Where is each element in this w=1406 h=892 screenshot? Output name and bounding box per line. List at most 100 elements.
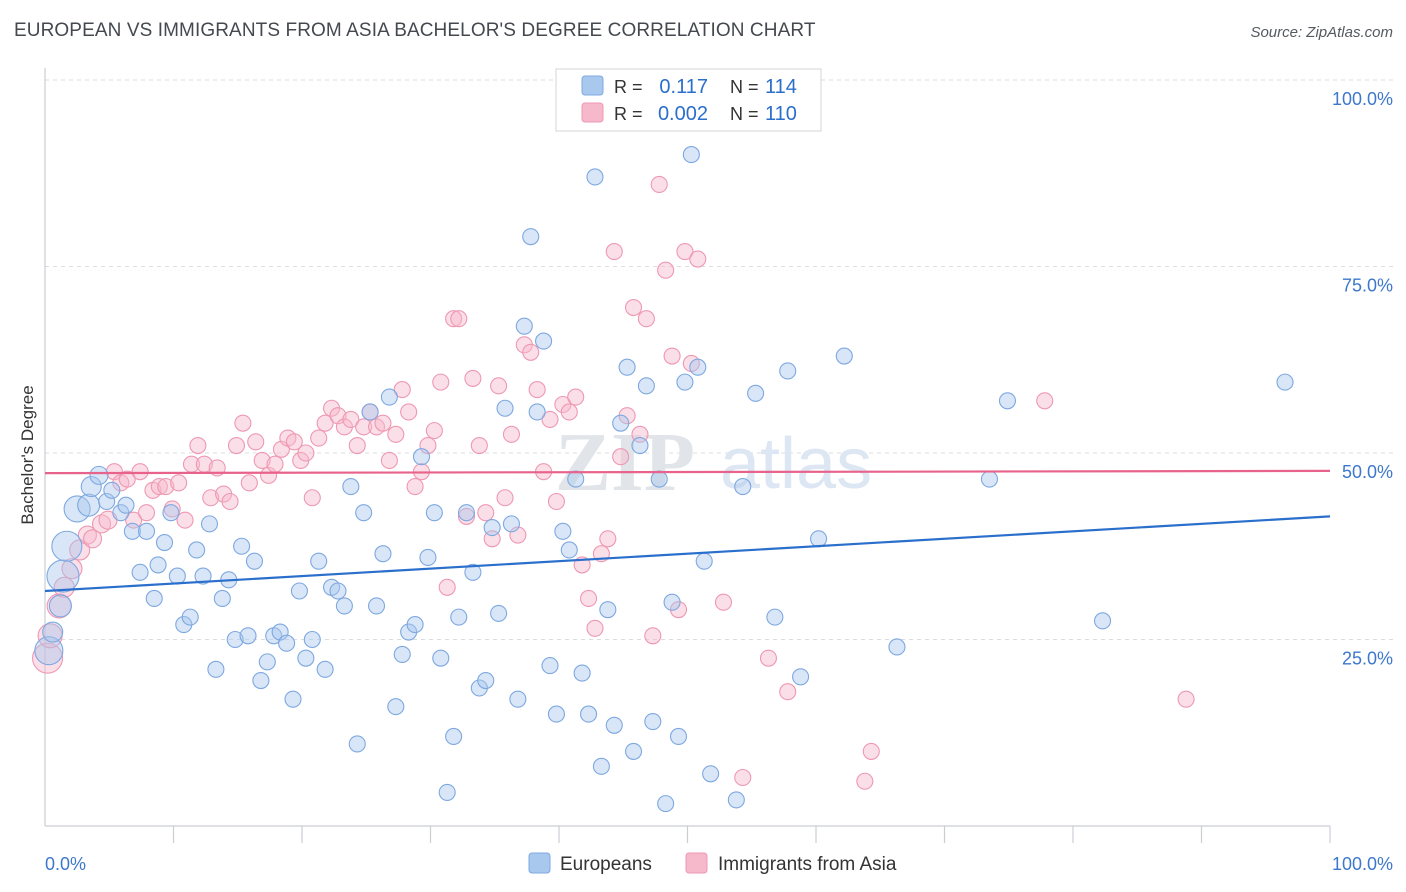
data-point <box>522 228 540 246</box>
stats-legend: R = 0.117 N = 114 R = 0.002 N = 110 <box>555 68 822 132</box>
data-point <box>535 332 553 350</box>
y-tick-label: 25.0% <box>1342 649 1393 669</box>
data-point <box>213 589 231 608</box>
data-point <box>464 369 482 387</box>
data-point <box>432 373 450 391</box>
data-point <box>644 627 662 645</box>
data-point <box>150 478 168 496</box>
stats-r-label-europeans: R = <box>614 77 643 97</box>
data-point <box>284 690 302 708</box>
data-point <box>419 548 437 566</box>
data-point <box>316 660 334 678</box>
data-point <box>278 634 296 652</box>
data-point <box>46 559 80 593</box>
data-point <box>657 261 675 279</box>
data-point <box>528 381 546 399</box>
data-point <box>91 514 112 534</box>
data-point <box>580 705 598 723</box>
data-point <box>496 489 514 507</box>
data-point <box>835 347 853 365</box>
data-point <box>233 537 251 555</box>
data-point <box>457 504 476 522</box>
data-point <box>32 642 64 674</box>
data-point <box>766 608 784 626</box>
data-point <box>200 515 219 533</box>
data-point <box>669 727 688 746</box>
data-point <box>689 250 707 268</box>
data-point <box>682 146 700 164</box>
data-point <box>247 433 265 451</box>
data-point <box>303 489 321 507</box>
data-point <box>285 433 303 451</box>
data-point <box>1276 373 1294 391</box>
data-point <box>541 410 559 428</box>
data-point <box>695 552 713 570</box>
data-point <box>406 478 424 496</box>
data-point <box>194 567 212 585</box>
data-point <box>714 593 733 611</box>
data-point <box>567 388 585 406</box>
x-tick-label-min: 0.0% <box>45 854 86 874</box>
data-point <box>207 660 225 678</box>
data-point <box>438 578 456 596</box>
data-point <box>663 593 681 611</box>
data-point <box>734 478 752 496</box>
data-point <box>528 403 546 421</box>
data-point <box>438 783 456 801</box>
legend-label-asia: Immigrants from Asia <box>718 854 897 875</box>
data-point <box>1036 392 1054 410</box>
data-point <box>335 597 353 615</box>
data-point <box>117 496 135 514</box>
data-point <box>342 410 360 428</box>
data-point <box>253 451 271 470</box>
data-point <box>445 727 463 746</box>
data-point <box>189 436 207 455</box>
data-point <box>374 545 392 563</box>
data-point <box>483 519 501 537</box>
data-point <box>234 414 252 432</box>
data-point <box>450 608 468 626</box>
data-point <box>168 567 186 585</box>
data-point <box>137 504 156 522</box>
data-point <box>1177 690 1195 708</box>
data-point <box>348 436 366 455</box>
data-point <box>245 552 264 570</box>
data-point <box>393 381 411 399</box>
data-point <box>170 474 188 492</box>
data-point <box>42 621 64 643</box>
data-point <box>599 601 617 619</box>
data-point <box>612 448 630 466</box>
data-point <box>82 529 103 549</box>
data-point <box>252 671 270 690</box>
data-point <box>445 310 463 328</box>
data-point <box>727 791 745 809</box>
data-point <box>374 414 392 432</box>
data-point <box>221 492 239 511</box>
data-point <box>48 594 72 618</box>
data-point <box>605 716 623 734</box>
y-tick-label: 50.0% <box>1342 462 1393 482</box>
data-point <box>181 608 199 626</box>
data-point <box>624 742 643 760</box>
stats-n-value-asia: 110 <box>765 103 797 125</box>
data-point <box>380 451 398 470</box>
data-point <box>387 425 405 443</box>
stats-n-value-europeans: 114 <box>765 76 797 98</box>
data-point <box>303 630 321 649</box>
data-point <box>348 735 366 753</box>
data-point <box>637 377 655 395</box>
data-point <box>580 589 598 608</box>
data-point <box>367 597 386 615</box>
data-point <box>400 403 418 421</box>
data-point <box>145 589 163 608</box>
data-point <box>779 683 797 701</box>
data-point <box>155 533 174 552</box>
data-point <box>51 530 83 562</box>
data-point <box>689 358 707 376</box>
data-point <box>137 522 156 540</box>
data-point <box>515 317 533 335</box>
data-point <box>541 657 559 675</box>
data-point <box>316 414 334 432</box>
trend-line-asia <box>44 469 1331 475</box>
